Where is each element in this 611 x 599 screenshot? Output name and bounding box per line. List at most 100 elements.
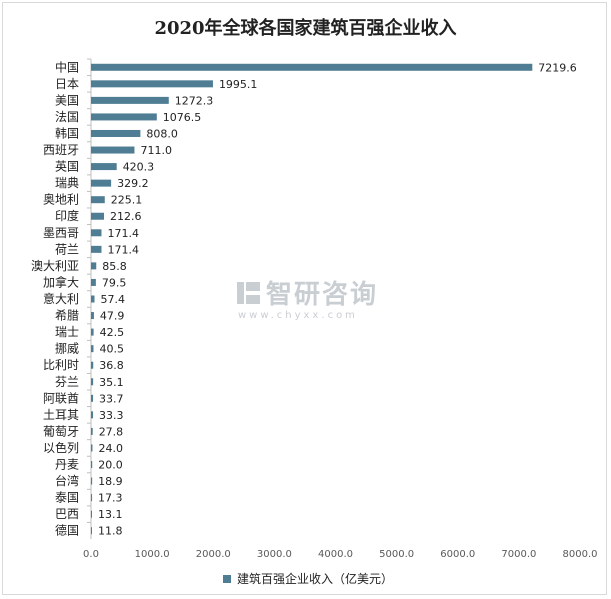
category-label: 挪威 bbox=[55, 342, 79, 356]
value-label: 27.8 bbox=[99, 425, 124, 438]
bar bbox=[91, 179, 112, 187]
bar bbox=[91, 378, 94, 386]
value-label: 35.1 bbox=[99, 376, 124, 389]
value-label: 329.2 bbox=[117, 177, 148, 190]
bar bbox=[91, 427, 93, 435]
category-label: 墨西哥 bbox=[43, 226, 79, 240]
category-label: 德国 bbox=[55, 523, 79, 538]
bar bbox=[91, 163, 117, 171]
bar bbox=[91, 345, 94, 353]
bar bbox=[91, 262, 97, 270]
value-label: 1272.3 bbox=[175, 94, 214, 107]
value-label: 18.9 bbox=[98, 475, 123, 488]
category-label: 葡萄牙 bbox=[43, 424, 79, 438]
bar bbox=[91, 129, 141, 137]
category-label: 法国 bbox=[55, 110, 79, 124]
bar bbox=[91, 510, 92, 518]
category-label: 比利时 bbox=[43, 358, 79, 372]
category-label: 瑞士 bbox=[55, 325, 79, 339]
category-label: 土耳其 bbox=[43, 408, 79, 422]
category-label: 韩国 bbox=[55, 125, 79, 140]
legend-swatch bbox=[223, 575, 231, 583]
category-label: 瑞典 bbox=[55, 176, 79, 190]
value-label: 225.1 bbox=[111, 194, 143, 207]
bar bbox=[91, 245, 102, 253]
category-label: 芬兰 bbox=[55, 375, 79, 389]
value-label: 7219.6 bbox=[538, 61, 577, 74]
value-label: 20.0 bbox=[98, 459, 123, 472]
category-label: 巴西 bbox=[55, 507, 79, 521]
value-label: 212.6 bbox=[110, 210, 142, 223]
watermark-url: www.chyxx.com bbox=[238, 310, 358, 321]
legend: 建筑百强企业收入（亿美元） bbox=[223, 571, 393, 586]
category-label: 荷兰 bbox=[55, 242, 79, 256]
x-tick-label: 3000.0 bbox=[257, 549, 292, 560]
bar bbox=[91, 278, 96, 286]
bar bbox=[91, 80, 213, 88]
bar bbox=[91, 146, 135, 154]
x-tick-label: 6000.0 bbox=[440, 549, 475, 560]
bar bbox=[91, 212, 104, 220]
value-label: 57.4 bbox=[101, 293, 126, 306]
bar bbox=[91, 63, 533, 71]
category-label: 台湾 bbox=[55, 473, 79, 488]
value-label: 24.0 bbox=[98, 442, 123, 455]
value-label: 1995.1 bbox=[219, 78, 258, 91]
value-label: 808.0 bbox=[146, 127, 178, 140]
watermark-name: 智研咨询 bbox=[266, 279, 378, 310]
bars-layer: 7219.6 1995.1 1272.3 1076.5 808.0 711.0 420.3 3… bbox=[91, 61, 577, 538]
x-tick-label: 1000.0 bbox=[135, 549, 170, 560]
axis-layer: 0.0 1000.0 2000.0 3000.0 4000.0 5000.0 6000.0 7… bbox=[31, 58, 598, 560]
watermark-logo-icon bbox=[237, 282, 260, 304]
value-label: 171.4 bbox=[107, 243, 139, 256]
category-label: 澳大利亚 bbox=[31, 259, 79, 273]
bar bbox=[91, 295, 95, 303]
bar bbox=[91, 312, 94, 320]
value-label: 17.3 bbox=[98, 492, 123, 505]
category-label: 日本 bbox=[55, 77, 79, 91]
bar bbox=[91, 494, 93, 502]
bar bbox=[91, 196, 105, 204]
value-label: 36.8 bbox=[99, 359, 124, 372]
value-label: 47.9 bbox=[100, 310, 125, 323]
x-tick-label: 0.0 bbox=[83, 549, 99, 560]
value-label: 171.4 bbox=[107, 227, 139, 240]
legend-label: 建筑百强企业收入（亿美元） bbox=[237, 571, 393, 586]
category-label: 以色列 bbox=[43, 441, 79, 455]
bar bbox=[91, 113, 157, 121]
category-label: 奥地利 bbox=[43, 193, 79, 207]
bar bbox=[91, 394, 94, 402]
category-label: 美国 bbox=[55, 93, 79, 107]
category-label: 丹麦 bbox=[55, 458, 79, 472]
x-tick-label: 8000.0 bbox=[563, 549, 598, 560]
chart-title: 2020年全球各国家建筑百强企业收入 bbox=[154, 18, 457, 39]
bar bbox=[91, 96, 169, 104]
bar bbox=[91, 444, 93, 452]
bar bbox=[91, 411, 94, 419]
category-label: 意大利 bbox=[43, 291, 79, 306]
category-label: 阿联酋 bbox=[43, 390, 79, 405]
value-label: 85.8 bbox=[102, 260, 127, 273]
value-label: 13.1 bbox=[98, 508, 123, 521]
bar bbox=[91, 361, 94, 369]
value-label: 420.3 bbox=[123, 161, 154, 174]
value-label: 1076.5 bbox=[163, 111, 202, 124]
bar bbox=[91, 328, 94, 336]
category-label: 泰国 bbox=[55, 491, 79, 505]
category-label: 英国 bbox=[55, 160, 79, 174]
category-label: 加拿大 bbox=[43, 274, 79, 289]
value-label: 711.0 bbox=[140, 144, 172, 157]
value-label: 33.3 bbox=[99, 409, 124, 422]
bar bbox=[91, 527, 92, 535]
category-label: 中国 bbox=[55, 59, 79, 74]
x-tick-label: 4000.0 bbox=[318, 549, 353, 560]
bar bbox=[91, 229, 102, 237]
bar bbox=[91, 477, 93, 485]
value-label: 79.5 bbox=[102, 276, 127, 289]
category-label: 希腊 bbox=[55, 308, 79, 323]
value-label: 33.7 bbox=[99, 392, 124, 405]
x-tick-label: 7000.0 bbox=[501, 549, 536, 560]
category-label: 西班牙 bbox=[43, 143, 79, 157]
value-label: 11.8 bbox=[98, 525, 123, 538]
